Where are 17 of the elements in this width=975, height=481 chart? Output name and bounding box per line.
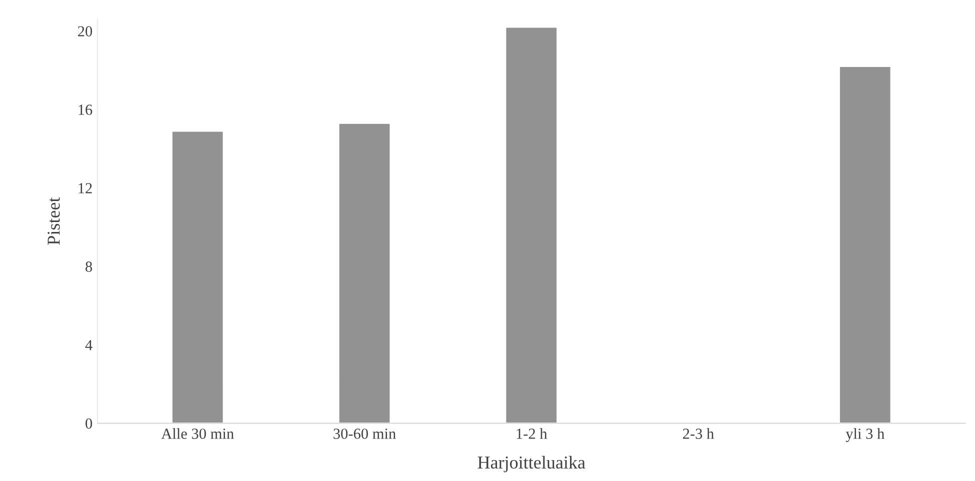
x-axis-title: Harjoitteluaika (478, 456, 586, 472)
x-tick-label: 2-3 h (683, 428, 714, 439)
y-tick-label: 16 (78, 104, 92, 115)
x-tick-label: yli 3 h (846, 428, 884, 442)
bar (338, 122, 392, 424)
bar (504, 26, 558, 424)
y-axis-title: Pisteet (48, 197, 60, 245)
y-tick-label: 4 (85, 340, 92, 350)
y-tick-label: 8 (86, 262, 92, 272)
y-tick-label: 12 (78, 183, 92, 194)
x-tick-label: Alle 30 min (161, 428, 234, 439)
bar (171, 130, 224, 424)
x-tick-label: 1-2 h (516, 428, 548, 439)
x-tick-label: 30-60 min (334, 428, 396, 439)
bar (838, 66, 892, 424)
y-tick-label: 20 (78, 26, 92, 36)
y-tick-label: 0 (86, 418, 92, 429)
